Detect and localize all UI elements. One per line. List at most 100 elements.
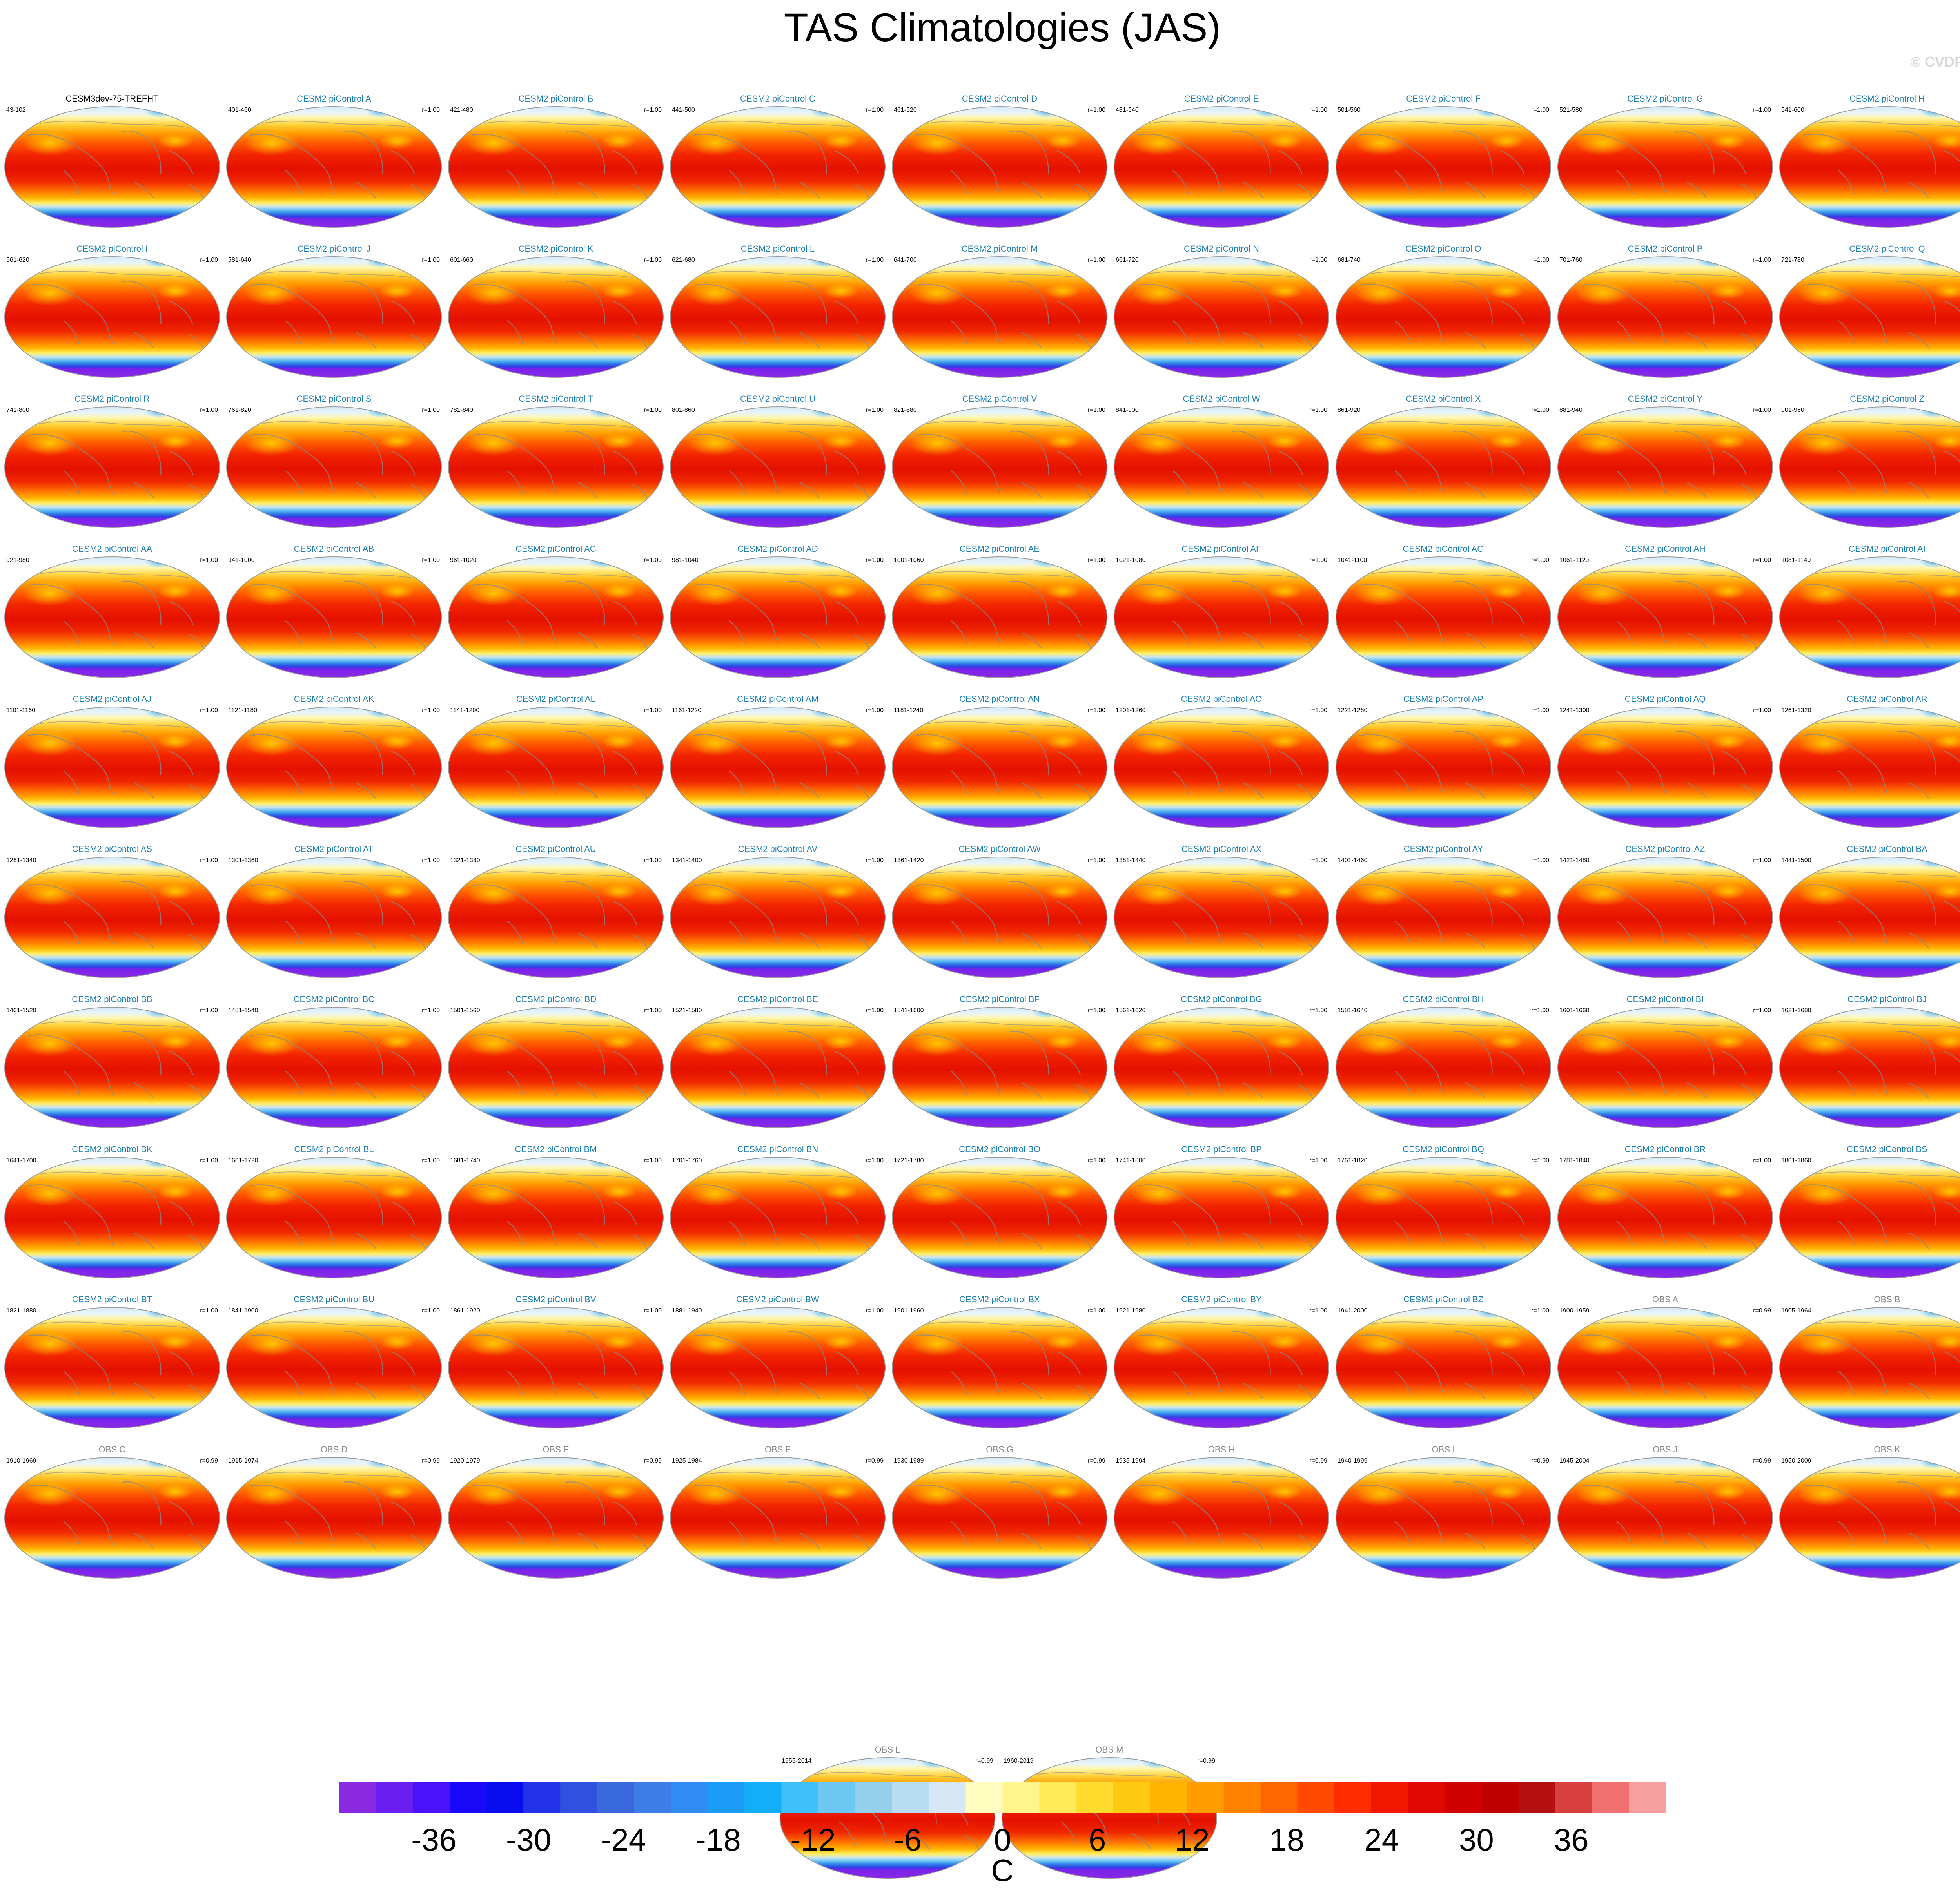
- globe-map: [670, 1455, 885, 1578]
- globe-map: [1336, 1004, 1551, 1128]
- panel-title: CESM2 piControl AT: [294, 844, 373, 854]
- map-panel: CESM2 piControl D 461-520 r=1.00: [892, 94, 1107, 227]
- globe-map: [448, 404, 663, 527]
- panel-pattern-correlation: r=1.00: [422, 407, 440, 413]
- panel-years: 1921-1980: [1116, 1307, 1146, 1314]
- map-panel: OBS I 1940-1999 r=0.99: [1336, 1445, 1551, 1578]
- map-panel: CESM2 piControl BW 1881-1940 r=1.00: [670, 1294, 885, 1428]
- colorbar-tick-label: 18: [1269, 1822, 1304, 1857]
- panel-years: 1301-1360: [228, 857, 258, 864]
- panel-years: 961-1020: [450, 557, 477, 564]
- globe-map: [670, 704, 885, 828]
- panel-years: 1901-1960: [894, 1307, 924, 1314]
- panel-pattern-correlation: r=1.00: [422, 1157, 440, 1164]
- panel-years: 1421-1480: [1559, 857, 1590, 864]
- panel-title: CESM2 piControl BV: [515, 1294, 596, 1304]
- panel-title: CESM2 piControl BW: [736, 1294, 819, 1304]
- panel-title: CESM2 piControl AJ: [73, 694, 152, 704]
- globe-map: [5, 554, 220, 678]
- panel-title: CESM2 piControl M: [962, 244, 1038, 254]
- panel-pattern-correlation: r=1.00: [866, 407, 884, 413]
- colorbar-box: [965, 1782, 1003, 1813]
- panel-pattern-correlation: r=1.00: [866, 557, 884, 564]
- panel-years: 601-660: [450, 257, 473, 263]
- panel-years: 901-960: [1781, 407, 1804, 413]
- globe-map: [5, 1305, 220, 1428]
- globe-map: [1558, 1155, 1773, 1278]
- panel-title: CESM2 piControl AB: [294, 544, 374, 554]
- panel-years: 1960-2019: [1004, 1758, 1034, 1764]
- panel-title: CESM2 piControl AX: [1181, 844, 1262, 854]
- globe-map: [892, 404, 1107, 527]
- panel-pattern-correlation: r=1.00: [1531, 407, 1549, 413]
- map-panel: CESM2 piControl AP 1221-1280 r=1.00: [1336, 694, 1551, 828]
- globe-map: [1558, 254, 1773, 377]
- panel-title: CESM2 piControl BI: [1627, 994, 1704, 1004]
- colorbar-box: [1002, 1782, 1040, 1813]
- panel-years: 1521-1580: [672, 1007, 702, 1014]
- panel-pattern-correlation: r=1.00: [1753, 107, 1771, 113]
- panel-pattern-correlation: r=1.00: [644, 857, 662, 864]
- panel-pattern-correlation: r=1.00: [1531, 257, 1549, 263]
- colorbar-box: [1408, 1782, 1445, 1813]
- panel-title: CESM2 piControl Q: [1849, 244, 1925, 254]
- globe-map: [1780, 854, 1960, 978]
- panel-pattern-correlation: r=0.99: [1309, 1457, 1327, 1464]
- map-panel: CESM2 piControl BP 1741-1800 r=1.00: [1114, 1144, 1329, 1278]
- map-panel: CESM2 piControl O 681-740 r=1.00: [1336, 244, 1551, 377]
- globe-map: [1114, 254, 1329, 377]
- panel-pattern-correlation: r=0.99: [1197, 1758, 1215, 1764]
- panel-pattern-correlation: r=1.00: [1753, 407, 1771, 413]
- colorbar-tick-label: -12: [790, 1822, 836, 1857]
- panel-title: CESM2 piControl BN: [737, 1144, 818, 1154]
- panel-years: 1915-1974: [228, 1457, 258, 1464]
- panel-pattern-correlation: r=1.00: [422, 1007, 440, 1014]
- panel-pattern-correlation: r=0.99: [644, 1457, 662, 1464]
- map-panel: CESM2 piControl AJ 1101-1160 r=1.00: [5, 694, 220, 828]
- panel-title: OBS C: [99, 1445, 126, 1454]
- panel-pattern-correlation: r=1.00: [866, 1007, 884, 1014]
- globe-map: [892, 854, 1107, 978]
- colorbar-box: [671, 1782, 708, 1813]
- map-panel: CESM2 piControl BQ 1761-1820 r=1.00: [1336, 1144, 1551, 1278]
- globe-map: [1558, 1004, 1773, 1128]
- map-panel: CESM2 piControl BY 1921-1980 r=1.00: [1114, 1294, 1329, 1428]
- globe-map: [227, 1455, 441, 1578]
- colorbar-tick-label: 12: [1175, 1822, 1210, 1857]
- panel-pattern-correlation: r=1.00: [200, 1307, 218, 1314]
- colorbar-tick-label: -30: [506, 1822, 552, 1857]
- colorbar-box: [1187, 1782, 1224, 1813]
- panel-title: OBS J: [1653, 1445, 1678, 1454]
- globe-map: [1336, 1305, 1551, 1428]
- panel-years: 1581-1640: [1338, 1007, 1368, 1014]
- panel-title: CESM2 piControl AK: [294, 694, 374, 704]
- panel-title: CESM2 piControl W: [1183, 394, 1260, 404]
- colorbar-tick-label: -36: [411, 1822, 457, 1857]
- globe-map: [1002, 1755, 1217, 1878]
- panel-title: CESM2 piControl BX: [959, 1294, 1040, 1304]
- panel-years: 1181-1240: [894, 707, 923, 714]
- panel-pattern-correlation: r=0.99: [1753, 1457, 1771, 1464]
- colorbar-box: [1150, 1782, 1187, 1813]
- map-panel: CESM2 piControl AX 1381-1440 r=1.00: [1114, 844, 1329, 978]
- colorbar-box: [744, 1782, 782, 1813]
- panel-title: CESM2 piControl P: [1628, 244, 1703, 254]
- globe-map: [1336, 554, 1551, 678]
- panel-years: 841-900: [1116, 407, 1139, 413]
- globe-map: [5, 1455, 220, 1578]
- panel-title: CESM2 piControl B: [519, 94, 593, 103]
- panel-years: 1021-1080: [1116, 557, 1146, 564]
- panel-pattern-correlation: r=1.00: [1087, 407, 1105, 413]
- globe-map: [1336, 404, 1551, 527]
- panel-title: CESM2 piControl N: [1184, 244, 1259, 254]
- panel-pattern-correlation: r=1.00: [644, 1307, 662, 1314]
- panel-pattern-correlation: r=1.00: [1753, 1157, 1771, 1164]
- colorbar-tick-label: -18: [695, 1822, 741, 1857]
- panel-title: CESM2 piControl T: [519, 394, 593, 404]
- panel-pattern-correlation: r=1.00: [1087, 1307, 1105, 1314]
- map-panel: CESM2 piControl AL 1141-1200 r=1.00: [448, 694, 663, 828]
- panel-years: 1381-1440: [1116, 857, 1146, 864]
